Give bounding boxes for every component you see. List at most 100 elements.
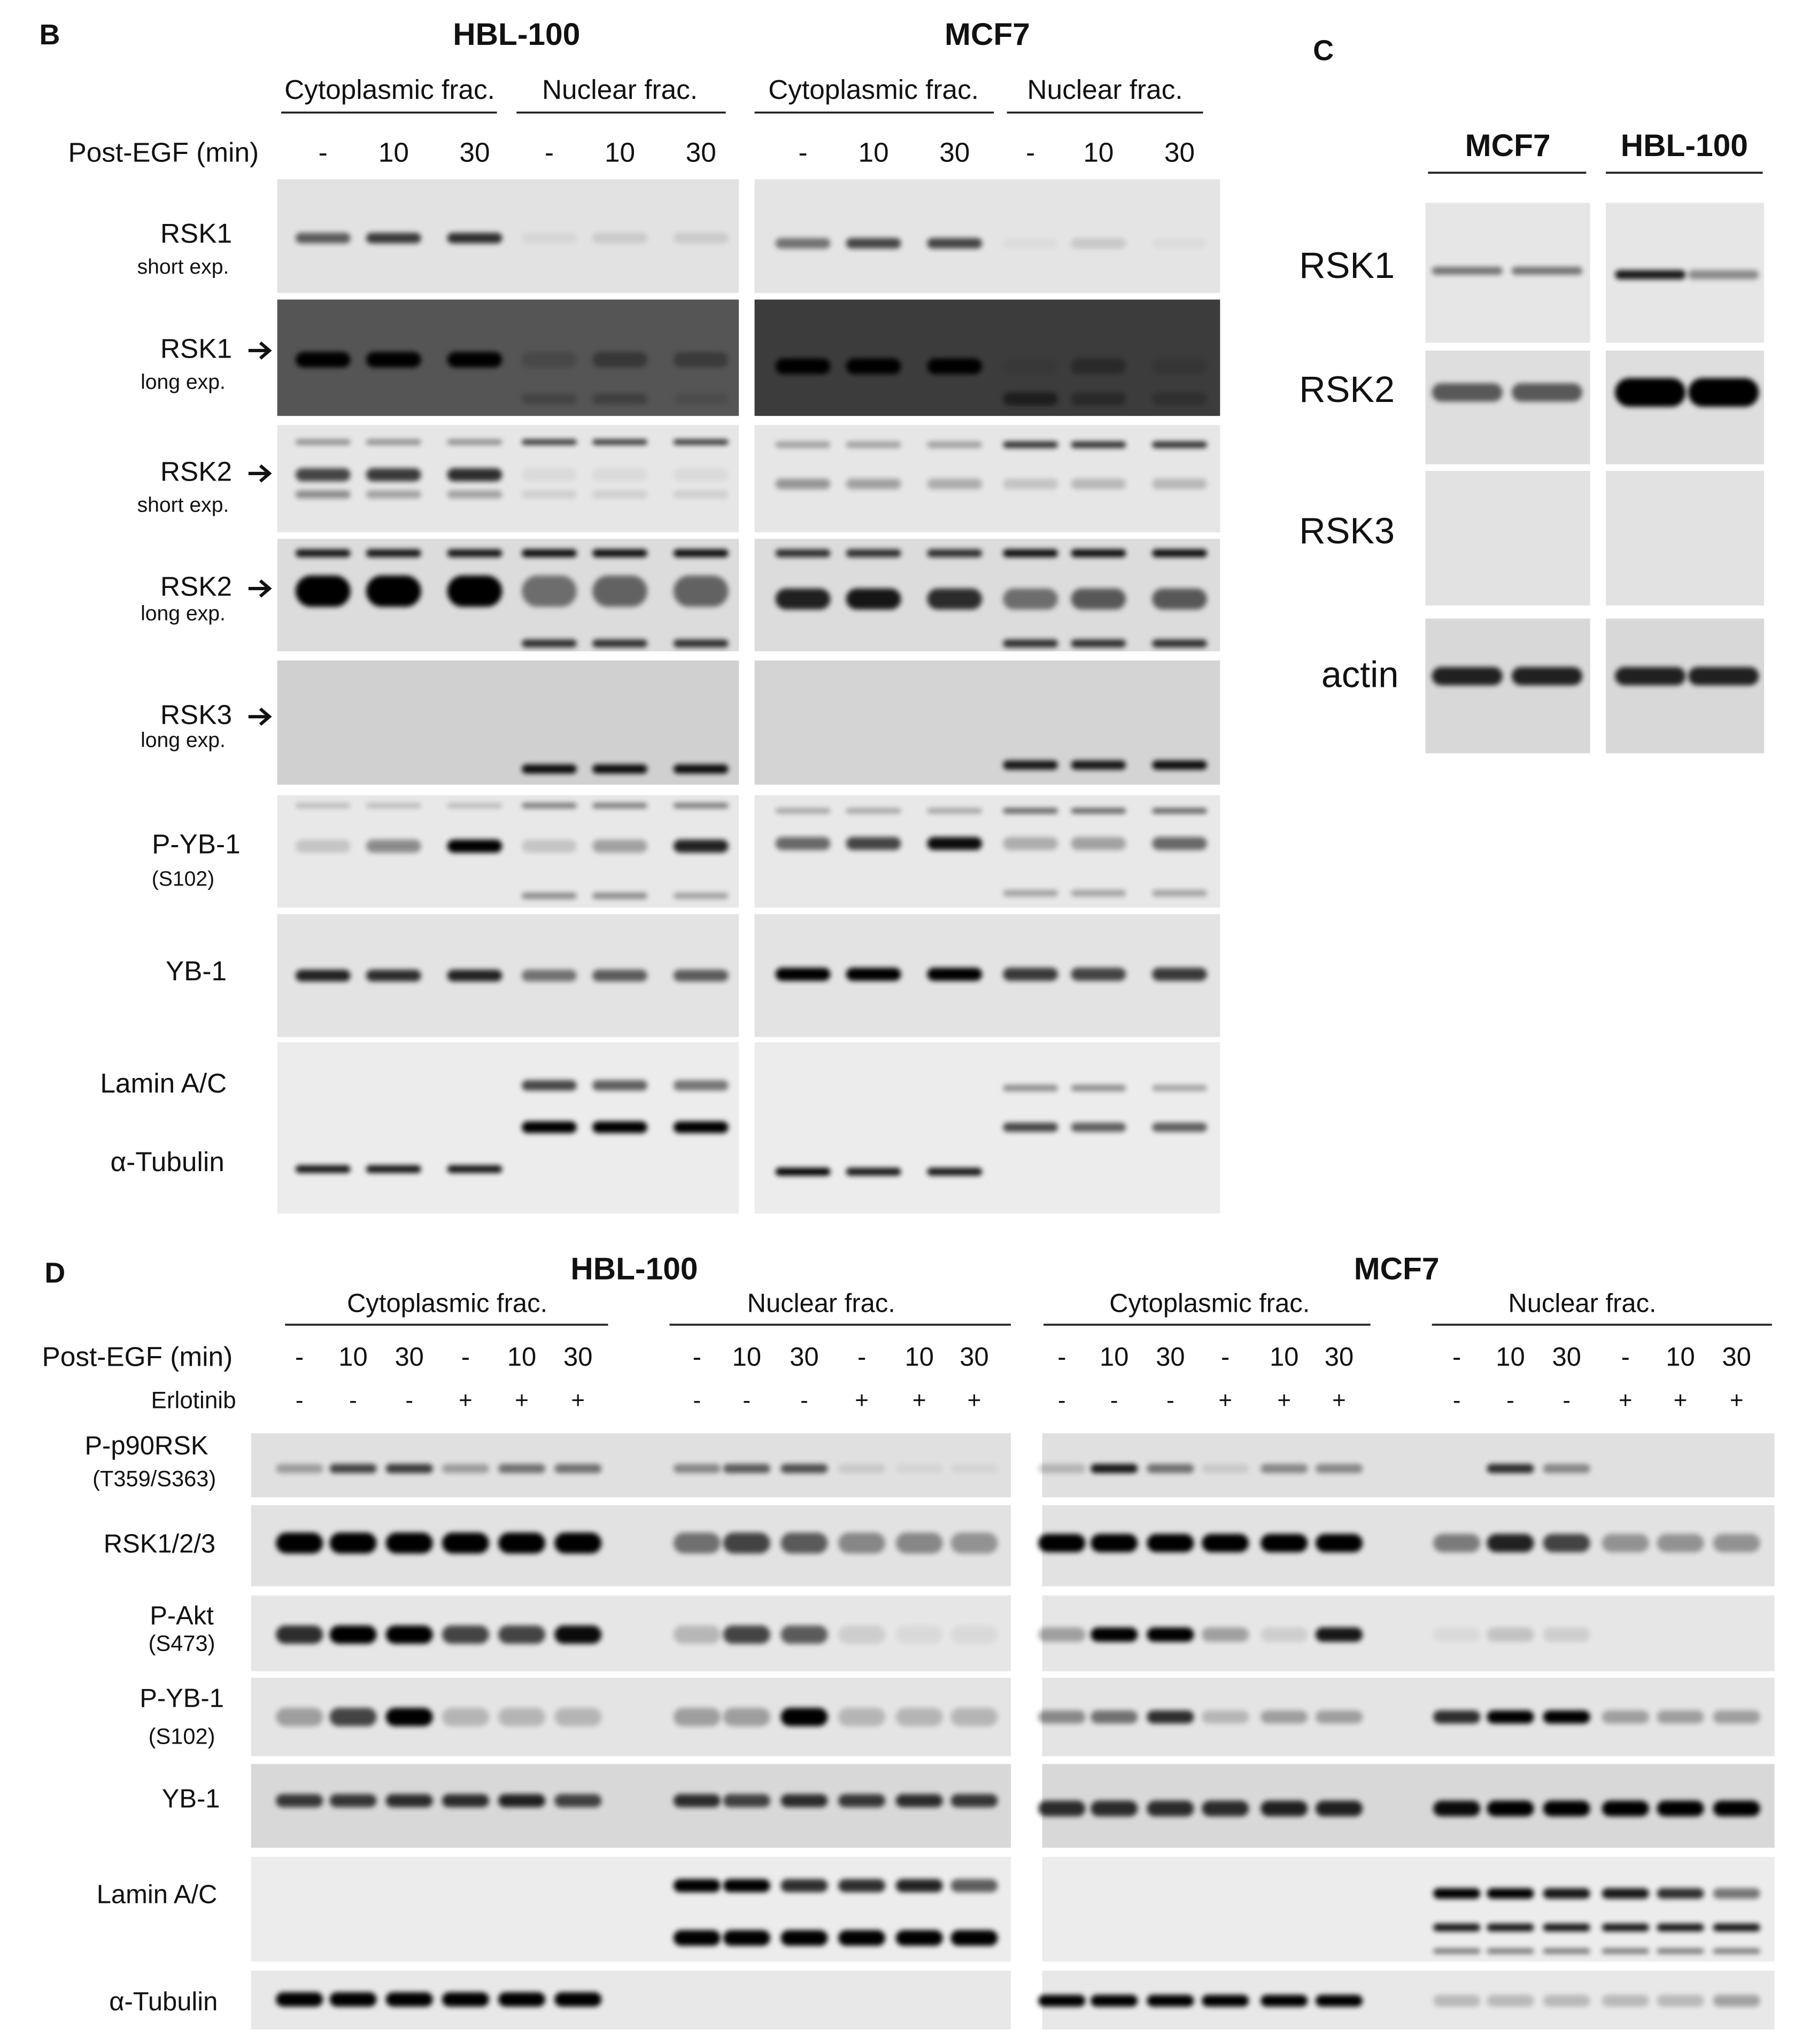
label: short exp. — [137, 493, 229, 516]
label: RSK3 — [1299, 510, 1395, 551]
band — [1071, 549, 1126, 558]
label: - — [693, 1387, 701, 1413]
band — [1432, 267, 1503, 275]
band — [1038, 1800, 1086, 1817]
label: α-Tubulin — [109, 1987, 218, 2016]
arrow-head — [259, 341, 272, 360]
band — [1315, 1534, 1363, 1552]
band — [1602, 1888, 1649, 1899]
band — [522, 892, 577, 900]
band — [1602, 1800, 1649, 1817]
band — [846, 358, 901, 374]
band — [1152, 760, 1207, 770]
label: 10 — [905, 1343, 934, 1372]
band — [673, 1464, 721, 1473]
band — [1003, 441, 1058, 448]
band — [592, 549, 647, 558]
label: - — [1058, 1387, 1066, 1413]
band — [1003, 808, 1058, 814]
label: P-YB-1 — [140, 1684, 224, 1713]
band — [295, 575, 351, 607]
band — [1152, 967, 1207, 981]
band — [895, 1532, 943, 1554]
blot — [1606, 470, 1765, 606]
band — [1147, 1800, 1194, 1817]
band — [366, 549, 421, 558]
label: actin — [1321, 654, 1399, 695]
label: - — [1026, 136, 1035, 167]
label: long exp. — [141, 602, 226, 625]
band — [1202, 1710, 1249, 1724]
band — [1543, 1995, 1590, 2007]
band — [775, 967, 831, 981]
band — [366, 839, 421, 853]
band — [895, 1879, 943, 1893]
band — [927, 238, 983, 249]
label: RSK2 — [160, 455, 232, 486]
label: HBL-100 — [1621, 128, 1748, 163]
band — [1602, 1534, 1649, 1552]
band — [592, 639, 647, 648]
label: 10 — [732, 1343, 761, 1372]
band — [592, 1080, 647, 1091]
label: α-Tubulin — [110, 1146, 224, 1177]
label: + — [459, 1387, 473, 1413]
band — [385, 1625, 433, 1644]
band — [723, 1930, 770, 1946]
band — [1071, 238, 1126, 249]
label: Nuclear frac. — [1508, 1289, 1656, 1318]
band — [522, 803, 577, 809]
band — [366, 1165, 421, 1173]
band — [1433, 1948, 1481, 1954]
band — [385, 1708, 433, 1726]
band — [1202, 1627, 1249, 1642]
band — [1713, 1995, 1760, 2007]
band — [554, 1464, 602, 1473]
band — [1147, 1710, 1194, 1724]
band — [1003, 478, 1058, 490]
band — [1315, 1800, 1363, 1817]
band — [329, 1625, 377, 1644]
band — [780, 1879, 828, 1893]
band — [1003, 392, 1058, 406]
band — [1487, 1464, 1534, 1473]
label: - — [1506, 1387, 1514, 1413]
label: Lamin A/C — [97, 1880, 218, 1909]
label: - — [1221, 1343, 1229, 1372]
band — [276, 1708, 323, 1726]
band — [1433, 1534, 1481, 1552]
label: 30 — [1722, 1343, 1751, 1372]
label: - — [693, 1343, 701, 1372]
band — [447, 468, 502, 482]
band — [1152, 549, 1207, 558]
label: + — [1674, 1387, 1688, 1413]
band — [366, 490, 421, 499]
band — [1038, 1627, 1086, 1642]
band — [1543, 1464, 1590, 1473]
label: - — [405, 1387, 413, 1413]
label: RSK2 — [160, 571, 232, 602]
band — [1657, 1888, 1704, 1899]
band — [276, 1625, 323, 1644]
band — [1487, 1627, 1534, 1642]
band — [775, 441, 831, 448]
band — [1091, 1800, 1138, 1817]
band — [927, 441, 983, 448]
band — [1260, 1800, 1308, 1817]
band — [775, 1167, 831, 1176]
band — [673, 233, 729, 244]
band — [592, 839, 647, 853]
band — [1152, 589, 1207, 610]
band — [1432, 667, 1503, 686]
band — [592, 233, 647, 244]
band — [673, 1532, 721, 1554]
band — [1038, 1464, 1086, 1473]
band — [385, 1464, 433, 1473]
label: MCF7 — [1465, 128, 1551, 163]
label: 10 — [1083, 136, 1113, 167]
band — [1487, 1948, 1534, 1954]
band — [554, 1794, 602, 1808]
label: (S102) — [149, 1723, 215, 1748]
band — [1543, 1534, 1590, 1552]
